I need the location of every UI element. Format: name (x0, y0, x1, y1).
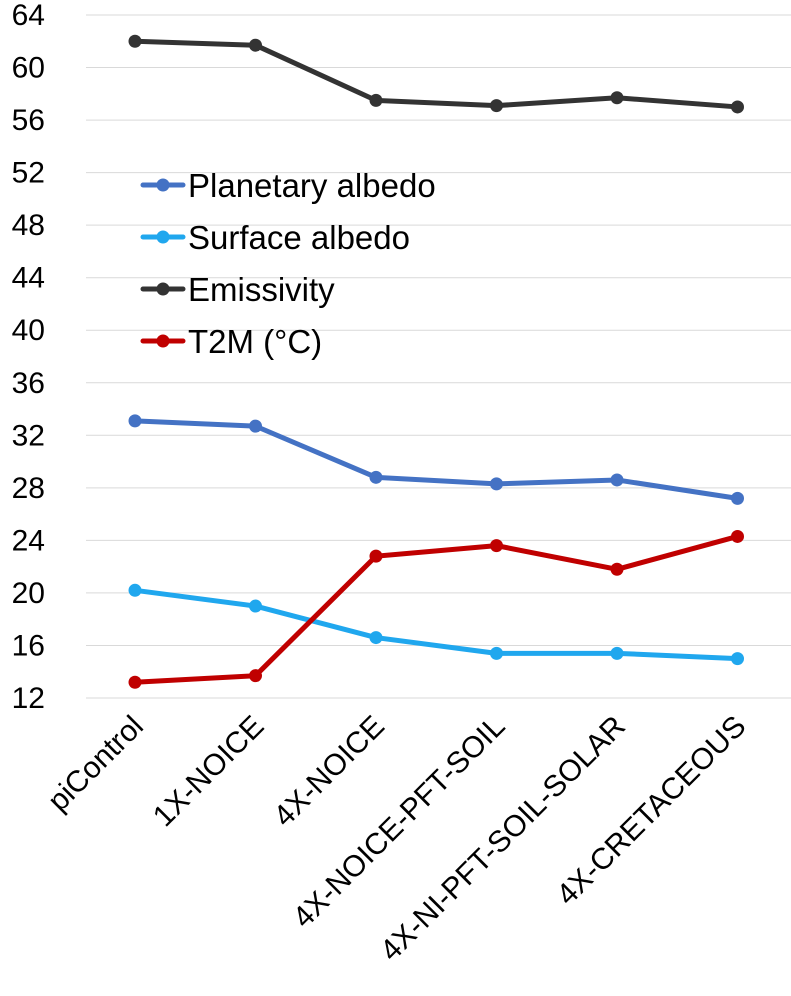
data-point (128, 583, 142, 597)
y-tick-label: 40 (12, 314, 45, 347)
series-1 (128, 583, 744, 666)
y-tick-label: 24 (12, 524, 45, 557)
legend-swatch-marker (156, 282, 170, 296)
data-point (369, 93, 383, 107)
data-point (490, 646, 503, 660)
y-tick-label: 20 (12, 577, 45, 610)
y-tick-label: 56 (12, 104, 45, 137)
x-axis-ticks: piControl1X-NOICE4X-NOICE4X-NOICE-PFT-SO… (42, 710, 753, 968)
legend-label: T2M (°C) (188, 323, 322, 360)
data-point (249, 599, 262, 613)
y-tick-label: 64 (12, 0, 45, 32)
data-point (731, 652, 744, 666)
y-tick-label: 32 (12, 419, 45, 452)
data-point (610, 91, 624, 105)
y-tick-label: 16 (12, 629, 45, 662)
data-point (610, 562, 624, 576)
legend-swatch-marker (156, 230, 170, 244)
data-point (610, 646, 624, 660)
legend-item: Emissivity (140, 271, 335, 308)
x-tick-label: piControl (42, 710, 150, 818)
data-point (490, 539, 503, 553)
series-lines (128, 34, 744, 689)
data-point (369, 549, 383, 563)
legend: Planetary albedo Surface albedo Emissivity… (140, 167, 436, 360)
legend-label: Planetary albedo (188, 167, 436, 204)
series-3 (128, 529, 744, 689)
data-point (490, 99, 503, 113)
data-point (731, 100, 744, 114)
series-line (132, 533, 740, 685)
legend-label: Surface albedo (188, 219, 410, 256)
data-point (128, 675, 142, 689)
data-point (369, 631, 383, 645)
series-0 (128, 414, 744, 505)
series-line (132, 587, 740, 662)
data-point (128, 414, 142, 428)
series-line (132, 418, 740, 501)
y-tick-label: 36 (12, 367, 45, 400)
data-point (490, 477, 503, 491)
y-tick-label: 28 (12, 472, 45, 505)
legend-item: T2M (°C) (140, 323, 322, 360)
legend-label: Emissivity (188, 271, 335, 308)
data-point (249, 38, 262, 52)
data-point (731, 491, 744, 505)
x-tick-label: 1X-NOICE (147, 710, 271, 834)
y-tick-label: 48 (12, 209, 45, 242)
series-line (132, 38, 740, 110)
series-2 (128, 34, 744, 114)
y-tick-label: 12 (12, 682, 45, 715)
legend-swatch-marker (156, 178, 170, 192)
x-tick-label: 4X-NOICE-PFT-SOIL (287, 710, 512, 935)
data-point (249, 669, 262, 683)
legend-swatch-marker (156, 334, 170, 348)
y-tick-label: 60 (12, 52, 45, 85)
x-tick-label: 4X-NOICE (267, 710, 391, 834)
legend-item: Surface albedo (140, 219, 410, 256)
data-point (731, 529, 744, 543)
legend-item: Planetary albedo (140, 167, 436, 204)
data-point (610, 473, 624, 487)
data-point (128, 34, 142, 48)
x-tick-label: 4X-NI-PFT-SOIL-SOLAR (374, 710, 632, 968)
y-tick-label: 44 (12, 262, 45, 295)
y-axis-ticks: 12 16 20 24 28 32 36 40 44 48 52 56 60 64 (12, 0, 45, 715)
gridlines (86, 14, 791, 699)
y-tick-label: 52 (12, 157, 45, 190)
data-point (369, 470, 383, 484)
data-point (249, 419, 262, 433)
